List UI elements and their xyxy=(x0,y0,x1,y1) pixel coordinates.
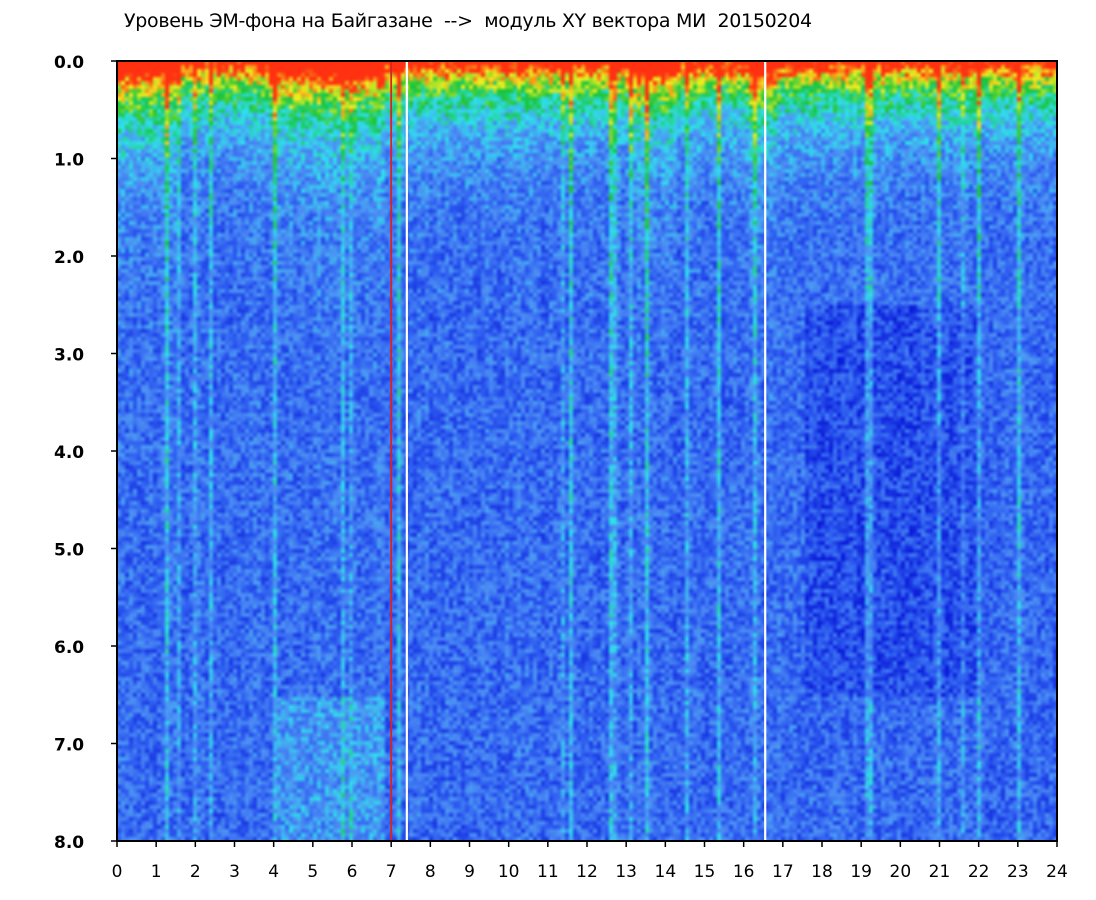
heatmap-area xyxy=(117,61,1057,841)
x-tick-label: 24 xyxy=(1046,862,1068,882)
x-tick-label: 23 xyxy=(1007,862,1029,882)
heatmap-raster xyxy=(117,61,1057,841)
y-tick-label: 6.0 xyxy=(54,638,84,658)
x-tick-label: 3 xyxy=(229,862,240,882)
x-tick-label: 15 xyxy=(694,862,716,882)
x-tick-label: 20 xyxy=(890,862,912,882)
x-tick-label: 2 xyxy=(190,862,201,882)
x-tick-label: 0 xyxy=(112,862,123,882)
y-tick-label: 7.0 xyxy=(54,736,84,756)
x-tick-label: 18 xyxy=(811,862,833,882)
x-tick-label: 19 xyxy=(850,862,872,882)
x-tick-label: 22 xyxy=(968,862,990,882)
y-tick-label: 0.0 xyxy=(54,53,84,73)
y-tick-label: 5.0 xyxy=(54,541,84,561)
x-tick-label: 8 xyxy=(425,862,436,882)
x-tick-label: 13 xyxy=(615,862,637,882)
x-tick-label: 1 xyxy=(151,862,162,882)
x-tick-label: 17 xyxy=(772,862,794,882)
x-tick-label: 12 xyxy=(576,862,598,882)
chart-title: Уровень ЭМ-фона на Байгазане --> модуль … xyxy=(124,10,812,32)
y-tick-label: 2.0 xyxy=(54,248,84,268)
y-axis: 0.0 1.0 2.0 3.0 4.0 5.0 6.0 7.0 8.0 xyxy=(54,53,117,853)
x-tick-label: 9 xyxy=(464,862,475,882)
x-tick-label: 4 xyxy=(268,862,279,882)
x-tick-label: 14 xyxy=(655,862,677,882)
x-tick-label: 16 xyxy=(733,862,755,882)
x-tick-label: 11 xyxy=(537,862,559,882)
x-tick-label: 21 xyxy=(929,862,951,882)
y-tick-label: 1.0 xyxy=(54,151,84,171)
x-tick-label: 5 xyxy=(307,862,318,882)
y-tick-label: 8.0 xyxy=(54,833,84,853)
y-tick-label: 4.0 xyxy=(54,443,84,463)
x-axis: 0 1 2 3 4 5 6 7 8 9 10 11 12 13 14 15 16 17 18 19 20 21 22 23 24 xyxy=(112,841,1068,882)
y-tick-label: 3.0 xyxy=(54,346,84,366)
x-tick-label: 7 xyxy=(386,862,397,882)
x-tick-label: 6 xyxy=(347,862,358,882)
x-tick-label: 10 xyxy=(498,862,520,882)
